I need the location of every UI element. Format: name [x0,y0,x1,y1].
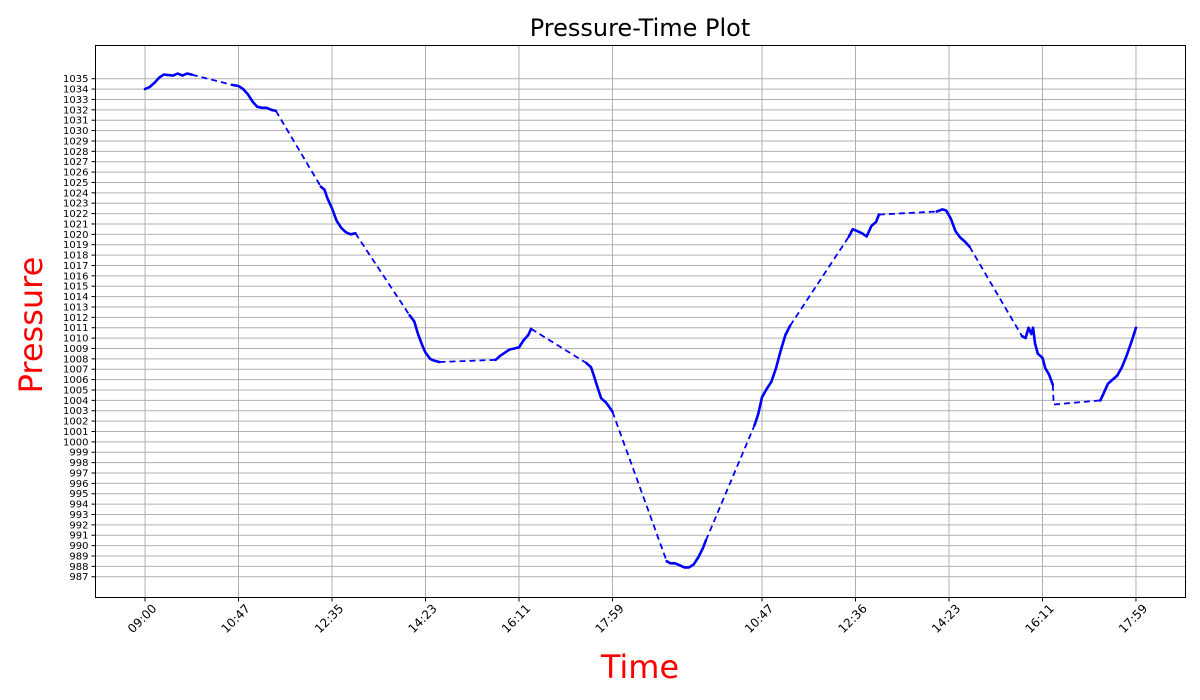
x-tick-label: 14:23 [405,601,439,635]
y-tick-label: 995 [69,489,88,500]
y-tick-label: 1014 [63,292,88,303]
x-tick-label: 17:59 [1116,601,1150,635]
y-tick-label: 1017 [63,261,88,272]
y-tick-label: 1008 [63,354,88,365]
y-tick-label: 1035 [63,74,88,85]
y-tick-label: 1012 [63,313,88,324]
y-tick-label: 996 [69,479,88,490]
pressure-line-segment [584,361,614,414]
pressure-line-segment [753,324,792,427]
grid-lines [95,45,1186,598]
pressure-series [143,72,1138,569]
gap-connector-line [530,328,587,364]
y-tick-label: 1015 [63,282,88,293]
y-tick-label: 1031 [63,116,88,127]
pressure-line-segment [319,185,357,236]
y-tick-label: 993 [69,510,88,521]
x-tick-label: 12:36 [835,601,869,635]
y-tick-label: 997 [69,468,88,479]
gap-connector-line [439,359,496,363]
y-tick-label: 1024 [63,188,88,199]
y-tick-label: 1025 [63,178,88,189]
gap-connector-line [275,110,322,188]
y-tick-label: 1000 [63,437,88,448]
pressure-line-segment [1020,326,1055,387]
x-axis-ticks: 09:00 10:47 12:35 14:23 16:11 17:59 10:47 12:36… [125,597,1150,636]
y-tick-label: 1023 [63,199,88,210]
x-tick-label: 10:47 [219,601,253,635]
y-tick-label: 1028 [63,147,88,158]
gap-connector-line [878,210,937,216]
y-tick-label: 1001 [63,427,88,438]
gap-connector-line [705,424,756,541]
y-tick-label: 1034 [63,85,88,96]
gap-connector-line [968,246,1023,337]
pressure-line-segment [143,72,194,91]
y-tick-label: 1033 [63,95,88,106]
gap-connector-line [191,73,233,86]
y-tick-label: 989 [69,551,88,562]
y-tick-label: 998 [69,458,88,469]
x-tick-label: 10:47 [742,601,776,635]
pressure-line-segment [847,213,881,238]
pressure-line-segment [665,539,708,569]
x-tick-label: 16:11 [1022,601,1056,635]
x-tick-label: 16:11 [499,601,533,635]
y-tick-label: 988 [69,562,88,573]
x-tick-label: 14:23 [929,601,963,635]
y-tick-label: 1026 [63,168,88,179]
gap-connector-line [354,232,411,316]
y-tick-label: 999 [69,448,88,459]
y-tick-label: 987 [69,572,88,583]
y-tick-label: 1021 [63,219,88,230]
y-tick-label: 1010 [63,334,88,345]
y-tick-label: 1002 [63,417,88,428]
y-tick-label: 1009 [63,344,88,355]
gap-connector-line [1051,384,1101,406]
y-tick-label: 1018 [63,251,88,262]
y-tick-label: 1016 [63,271,88,282]
y-tick-label: 1011 [63,323,88,334]
y-tick-label: 992 [69,520,88,531]
y-tick-label: 1019 [63,240,88,251]
y-tick-label: 991 [69,531,88,542]
gap-connector-line [611,411,668,562]
x-tick-label: 12:35 [312,601,346,635]
pressure-line-segment [230,83,278,113]
y-tick-label: 1029 [63,136,88,147]
x-tick-label: 09:00 [125,601,159,635]
gap-connector-line [789,235,850,327]
y-tick-label: 1004 [63,396,88,407]
pressure-line-segment [408,313,441,364]
x-axis-label: Time [600,648,679,686]
y-tick-label: 1032 [63,105,88,116]
pressure-line-segment [494,327,533,362]
y-tick-label: 1030 [63,126,88,137]
y-tick-label: 1007 [63,365,88,376]
y-tick-label: 994 [69,500,88,511]
y-tick-label: 990 [69,541,88,552]
y-tick-label: 1005 [63,385,88,396]
chart-title: Pressure-Time Plot [530,14,751,42]
pressure-line-segment [1099,326,1138,402]
y-tick-label: 1020 [63,230,88,241]
y-tick-label: 1013 [63,302,88,313]
plot-area-frame [95,45,1186,598]
pressure-line-segment [935,208,971,249]
y-tick-label: 1022 [63,209,88,220]
y-tick-label: 1006 [63,375,88,386]
y-axis-ticks: 9879889899909919929939949959969979989991… [63,74,96,583]
y-axis-label: Pressure [12,257,50,394]
y-tick-label: 1027 [63,157,88,168]
x-tick-label: 17:59 [592,601,626,635]
y-tick-label: 1003 [63,406,88,417]
